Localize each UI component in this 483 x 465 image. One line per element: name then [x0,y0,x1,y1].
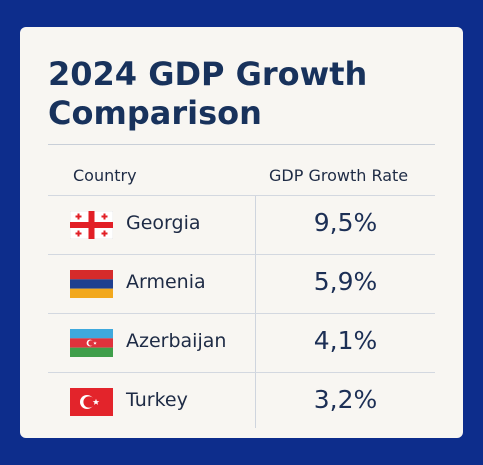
column-header-gdp-growth-rate: GDP Growth Rate [269,166,409,185]
row-divider [48,195,435,196]
gdp-growth-value: 4,1% [313,326,378,355]
title-divider [48,144,435,145]
table-row-georgia: Georgia 9,5% [48,195,435,254]
turkey-flag-icon [70,388,113,416]
country-name: Azerbaijan [126,330,227,352]
gdp-growth-value: 9,5% [313,208,378,237]
table-row-azerbaijan: Azerbaijan 4,1% [48,313,435,372]
country-name: Georgia [126,212,201,234]
table-card: 2024 GDP Growth Comparison Country GDP G… [20,27,463,438]
table-row-armenia: Armenia 5,9% [48,254,435,313]
chart-title: 2024 GDP Growth Comparison [48,55,368,132]
row-divider [48,313,435,314]
armenia-flag-icon [70,270,113,298]
column-header-country: Country [73,166,137,185]
gdp-growth-value: 3,2% [313,385,378,414]
column-divider [255,195,256,428]
gdp-growth-value: 5,9% [313,267,378,296]
country-name: Turkey [126,389,188,411]
country-name: Armenia [126,271,206,293]
row-divider [48,254,435,255]
table-row-turkey: Turkey 3,2% [48,372,435,431]
row-divider [48,372,435,373]
azerbaijan-flag-icon [70,329,113,357]
georgia-flag-icon [70,211,113,239]
